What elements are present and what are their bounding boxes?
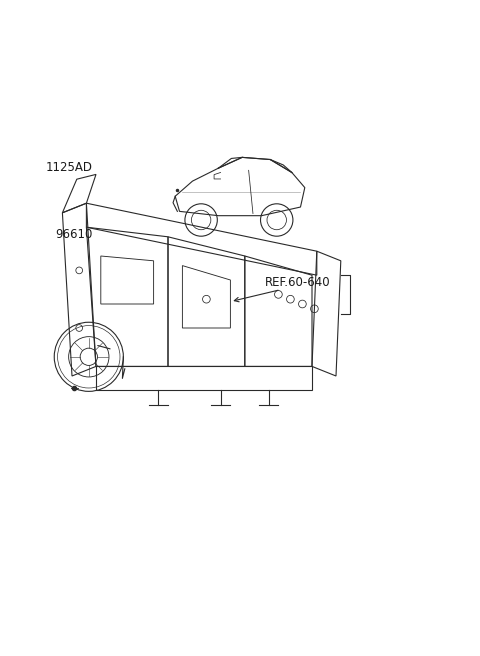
Text: 96610: 96610 bbox=[56, 228, 93, 241]
Text: 1125AD: 1125AD bbox=[46, 161, 93, 174]
Text: REF.60-640: REF.60-640 bbox=[265, 276, 330, 289]
